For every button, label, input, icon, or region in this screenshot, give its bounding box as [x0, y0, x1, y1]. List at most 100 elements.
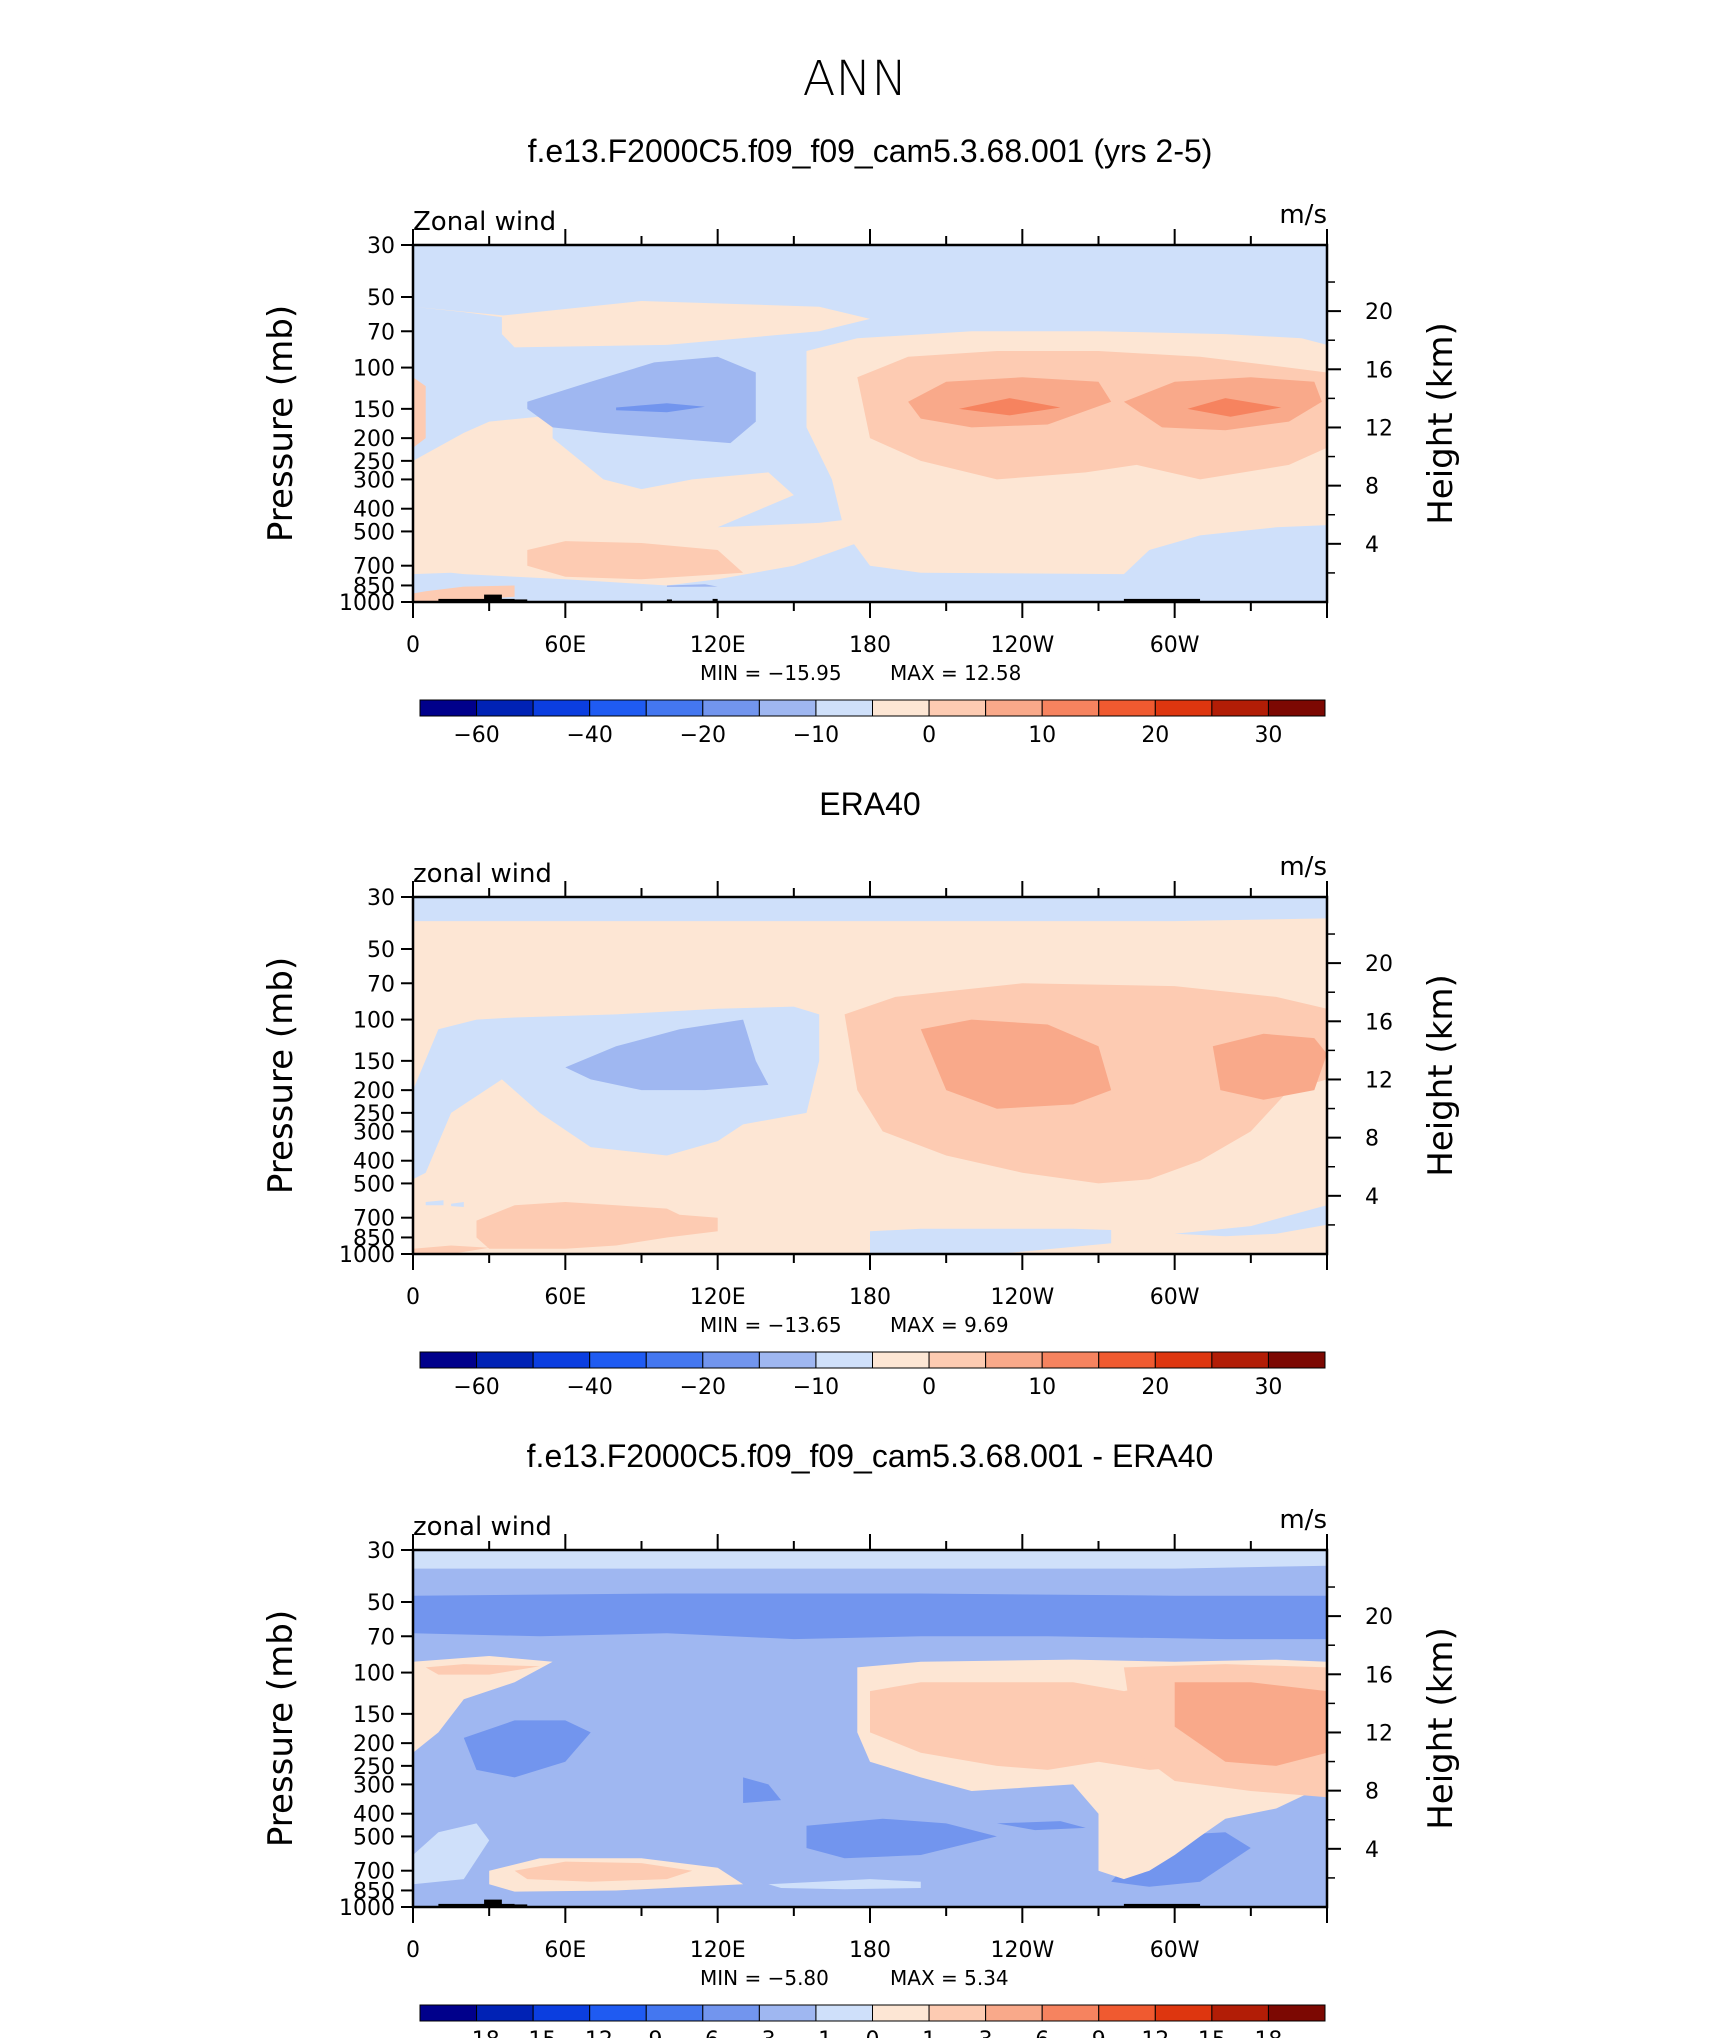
colorbar: −60 −40 −20 −10 0 10 20 30 — [419, 699, 1326, 748]
min-label: MIN = −13.65 — [700, 1313, 842, 1337]
contour-region — [501, 301, 870, 348]
contour-region — [743, 1777, 782, 1803]
contour-region — [768, 574, 1023, 588]
terrain-mask — [438, 1903, 515, 1907]
y-tick-label: 50 — [367, 286, 395, 311]
colorbar-swatch — [1267, 699, 1326, 717]
units-label: m/s — [1279, 1505, 1327, 1535]
colorbar-label: 15 — [1198, 2028, 1226, 2038]
y-tick-label: 700 — [353, 1207, 395, 1232]
colorbar-label: 20 — [1141, 1375, 1169, 1400]
colorbar-swatch — [1211, 2004, 1269, 2022]
colorbar-label: 1 — [922, 2028, 936, 2038]
x-tick-label: 0 — [406, 633, 420, 658]
colorbar-label: −15 — [510, 2028, 556, 2038]
contour-region — [413, 415, 858, 586]
contour-field — [413, 1550, 1327, 1907]
colorbar-swatch — [532, 2004, 591, 2022]
contour-region — [425, 1200, 444, 1206]
terrain-mask — [438, 598, 515, 602]
y-tick-label: 500 — [353, 1172, 395, 1197]
colorbar-swatch — [589, 1351, 647, 1369]
terrain-mask — [1123, 598, 1201, 602]
colorbar-swatch — [419, 1351, 478, 1369]
contour-region — [413, 1550, 1327, 1569]
y2-tick-label: 16 — [1365, 1663, 1393, 1688]
colorbar-swatch — [476, 699, 534, 717]
colorbar-swatch — [985, 2004, 1043, 2022]
colorbar-label: −60 — [453, 1375, 499, 1400]
x-tick-label: 120W — [990, 1285, 1054, 1310]
colorbar-swatch — [1041, 1351, 1100, 1369]
contour-region — [413, 897, 1327, 922]
colorbar-swatch — [645, 2004, 704, 2022]
x-tick-label: 120W — [990, 1938, 1054, 1963]
colorbar-label: −1 — [800, 2028, 832, 2038]
panel-3: f.e13.F2000C5.f09_f09_cam5.3.68.001 - ER… — [261, 1438, 1461, 2038]
contour-region — [413, 1593, 1327, 1640]
y-tick-label: 300 — [353, 1773, 395, 1798]
y2-tick-label: 20 — [1365, 300, 1393, 325]
x-tick-label: 60E — [544, 1938, 586, 1963]
y2-axis-label: Height (km) — [1421, 1627, 1461, 1830]
y-tick-label: 200 — [353, 1732, 395, 1757]
y-tick-label: 100 — [353, 1662, 395, 1687]
colorbar-swatch — [702, 1351, 760, 1369]
colorbar-swatch — [645, 1351, 704, 1369]
colorbar-swatch — [1154, 2004, 1213, 2022]
y-tick-label: 150 — [353, 1703, 395, 1728]
y-axis-label: Pressure (mb) — [261, 305, 301, 542]
y-tick-label: 400 — [353, 1150, 395, 1175]
y-tick-label: 150 — [353, 1050, 395, 1075]
colorbar-label: 6 — [1035, 2028, 1049, 2038]
y-tick-label: 400 — [353, 498, 395, 523]
contour-region — [1212, 1033, 1327, 1100]
colorbar-label: 12 — [1141, 2028, 1169, 2038]
y-tick-label: 100 — [353, 1009, 395, 1034]
contour-region — [451, 1202, 464, 1207]
colorbar-swatch — [419, 699, 478, 717]
colorbar-swatch — [928, 1351, 987, 1369]
x-tick-label: 120E — [690, 633, 746, 658]
colorbar-swatch — [872, 1351, 930, 1369]
contour-field — [413, 897, 1327, 1254]
contour-region — [565, 1019, 769, 1091]
panel-1: f.e13.F2000C5.f09_f09_cam5.3.68.001 (yrs… — [261, 133, 1461, 748]
y-tick-label: 700 — [353, 555, 395, 580]
colorbar-swatch — [1267, 1351, 1326, 1369]
y-tick-label: 70 — [367, 972, 395, 997]
contour-region — [996, 1821, 1086, 1831]
colorbar-swatch — [815, 2004, 873, 2022]
contour-region — [413, 377, 426, 448]
contour-region — [806, 1818, 997, 1859]
y2-tick-label: 12 — [1365, 1721, 1393, 1746]
colorbar-swatch — [476, 1351, 534, 1369]
y2-tick-label: 16 — [1365, 358, 1393, 383]
colorbar-swatch — [1098, 1351, 1156, 1369]
contour-region — [616, 403, 705, 413]
x-tick-label: 120W — [990, 633, 1054, 658]
colorbar-label: −40 — [566, 1375, 612, 1400]
colorbar-swatch — [872, 699, 930, 717]
variable-label: Zonal wind — [413, 207, 556, 237]
contour-region — [870, 1228, 1112, 1254]
colorbar-label: −6 — [687, 2028, 719, 2038]
contour-region — [413, 1656, 553, 1753]
contour-region — [425, 1664, 540, 1675]
y-tick-label: 50 — [367, 938, 395, 963]
colorbar-swatch — [758, 699, 817, 717]
colorbar-swatch — [985, 1351, 1043, 1369]
y-tick-label: 200 — [353, 427, 395, 452]
colorbar-label: 9 — [1092, 2028, 1106, 2038]
colorbar-label: 0 — [922, 1375, 936, 1400]
colorbar-swatch — [815, 699, 873, 717]
colorbar-swatch — [645, 699, 704, 717]
colorbar-swatch — [589, 699, 647, 717]
units-label: m/s — [1279, 852, 1327, 882]
colorbar-label: −18 — [453, 2028, 499, 2038]
colorbar-label: 30 — [1254, 1375, 1282, 1400]
panel-title: f.e13.F2000C5.f09_f09_cam5.3.68.001 - ER… — [527, 1438, 1214, 1474]
panel-2: ERA40 zonal wind m/s 0 60E 120E 180 120W 60W 30 50… — [261, 786, 1461, 1400]
y2-tick-label: 8 — [1365, 475, 1379, 500]
x-tick-label: 180 — [849, 1285, 891, 1310]
